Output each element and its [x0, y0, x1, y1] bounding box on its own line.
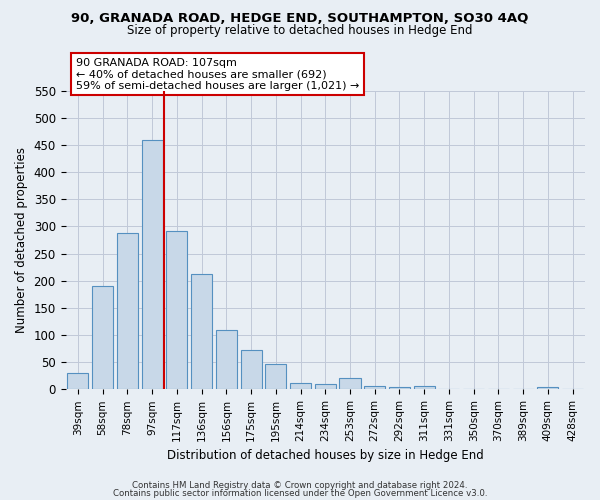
Bar — [364, 386, 385, 390]
Y-axis label: Number of detached properties: Number of detached properties — [15, 147, 28, 333]
Text: Contains HM Land Registry data © Crown copyright and database right 2024.: Contains HM Land Registry data © Crown c… — [132, 481, 468, 490]
Bar — [67, 373, 88, 390]
Bar — [265, 364, 286, 390]
Text: Contains public sector information licensed under the Open Government Licence v3: Contains public sector information licen… — [113, 488, 487, 498]
Bar — [389, 387, 410, 390]
Bar — [191, 274, 212, 390]
Bar — [117, 233, 138, 390]
Bar — [290, 383, 311, 390]
Text: 90, GRANADA ROAD, HEDGE END, SOUTHAMPTON, SO30 4AQ: 90, GRANADA ROAD, HEDGE END, SOUTHAMPTON… — [71, 12, 529, 26]
Bar — [340, 378, 361, 390]
Bar — [241, 350, 262, 390]
Text: Size of property relative to detached houses in Hedge End: Size of property relative to detached ho… — [127, 24, 473, 37]
Text: 90 GRANADA ROAD: 107sqm
← 40% of detached houses are smaller (692)
59% of semi-d: 90 GRANADA ROAD: 107sqm ← 40% of detache… — [76, 58, 359, 90]
Bar — [92, 286, 113, 390]
Bar — [216, 330, 237, 390]
Bar — [166, 231, 187, 390]
Bar — [315, 384, 336, 390]
Bar — [538, 386, 559, 390]
Bar — [142, 140, 163, 390]
Bar — [413, 386, 435, 390]
X-axis label: Distribution of detached houses by size in Hedge End: Distribution of detached houses by size … — [167, 450, 484, 462]
